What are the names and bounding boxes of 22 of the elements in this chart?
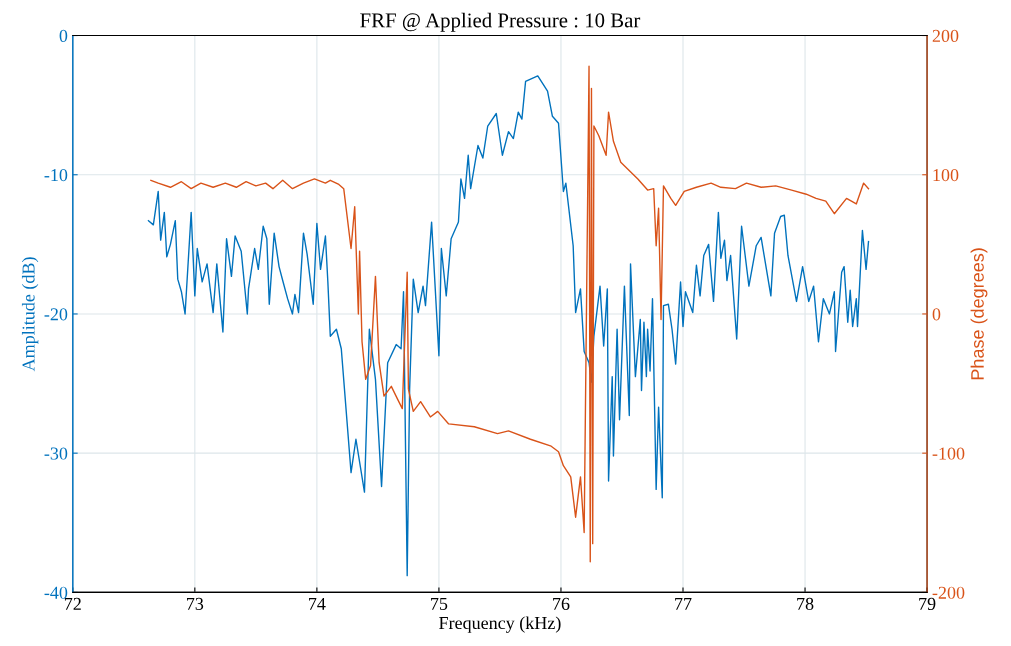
x-tick-label: 79 [919,597,936,610]
y-tick-label: -40 [44,586,68,599]
y2-tick-label: 200 [932,29,959,42]
y-tick-label: 0 [59,29,68,42]
y2-tick-label: -200 [932,586,965,599]
x-tick-label: 77 [675,597,692,610]
x-tick-label: 78 [797,597,814,610]
x-axis-title: Frequency (kHz) [439,616,561,633]
y-axis-title: Amplitude (dB) [21,257,39,372]
y2-tick-label: 100 [933,169,959,182]
y2-axis-title: Phase (degrees) [970,248,988,380]
x-tick-label: 74 [309,597,326,610]
x-tick-label: 72 [64,597,81,610]
y-tick-label: -10 [44,169,68,182]
x-tick-label: 75 [431,597,448,610]
y2-tick-label: 0 [932,308,941,321]
y2-tick-label: -100 [932,447,965,460]
x-tick-label: 76 [553,597,570,610]
chart-title: FRF @ Applied Pressure : 10 Bar [360,12,641,32]
x-tick-label: 73 [187,597,204,610]
y-tick-label: -20 [44,308,68,321]
y-tick-label: -30 [44,447,68,460]
